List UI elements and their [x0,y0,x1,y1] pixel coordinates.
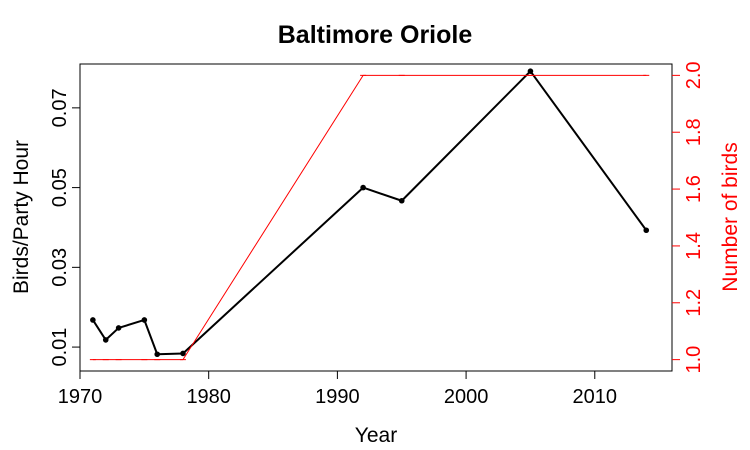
birds-per-party-hour-point [141,317,148,323]
y2-tick-label: 1.2 [683,289,705,317]
birds-per-party-hour-point [102,337,109,343]
y-axis-right: 1.0 1.2 1.4 1.6 1.8 2.0 [672,61,705,374]
x-tick-label: 1970 [58,386,103,408]
y-axis-left: 0.01 0.03 0.05 0.07 [49,88,80,367]
birds-per-party-hour-point [180,350,186,357]
x-tick-label: 2000 [444,386,489,408]
x-tick-label: 1980 [186,386,231,408]
x-axis-label: Year [355,424,397,447]
birds-per-party-hour-point [360,184,366,191]
plot-frame [79,63,673,372]
y-tick-label: 0.05 [49,168,71,207]
birds-per-party-hour-point [154,351,161,358]
y2-tick-label: 1.8 [683,118,705,146]
birds-per-party-hour-point [643,227,650,234]
x-tick-label: 1990 [315,386,360,408]
chart-title: Baltimore Oriole [278,21,473,49]
birds-per-party-hour-line [92,70,648,356]
birds-per-party-hour-point [90,317,96,323]
birds-per-party-hour-point [527,68,534,74]
y2-tick-label: 1.0 [683,346,705,374]
y-axis-label: Birds/Party Hour [10,140,33,294]
y2-tick-label: 1.4 [683,232,705,260]
x-axis: 1970 1980 1990 2000 2010 [58,371,617,408]
y2-tick-label: 2.0 [683,61,705,89]
number-of-birds-line [92,74,647,361]
y-tick-label: 0.03 [49,248,71,287]
y-tick-label: 0.01 [49,328,71,367]
birds-per-party-hour-point [398,197,405,204]
x-tick-label: 2010 [573,386,618,408]
series-layer [89,68,650,361]
birds-per-party-hour-point [115,325,122,331]
y2-tick-label: 1.6 [683,175,705,203]
y-tick-label: 0.07 [49,88,71,127]
y2-axis-label: Number of birds [719,142,742,291]
